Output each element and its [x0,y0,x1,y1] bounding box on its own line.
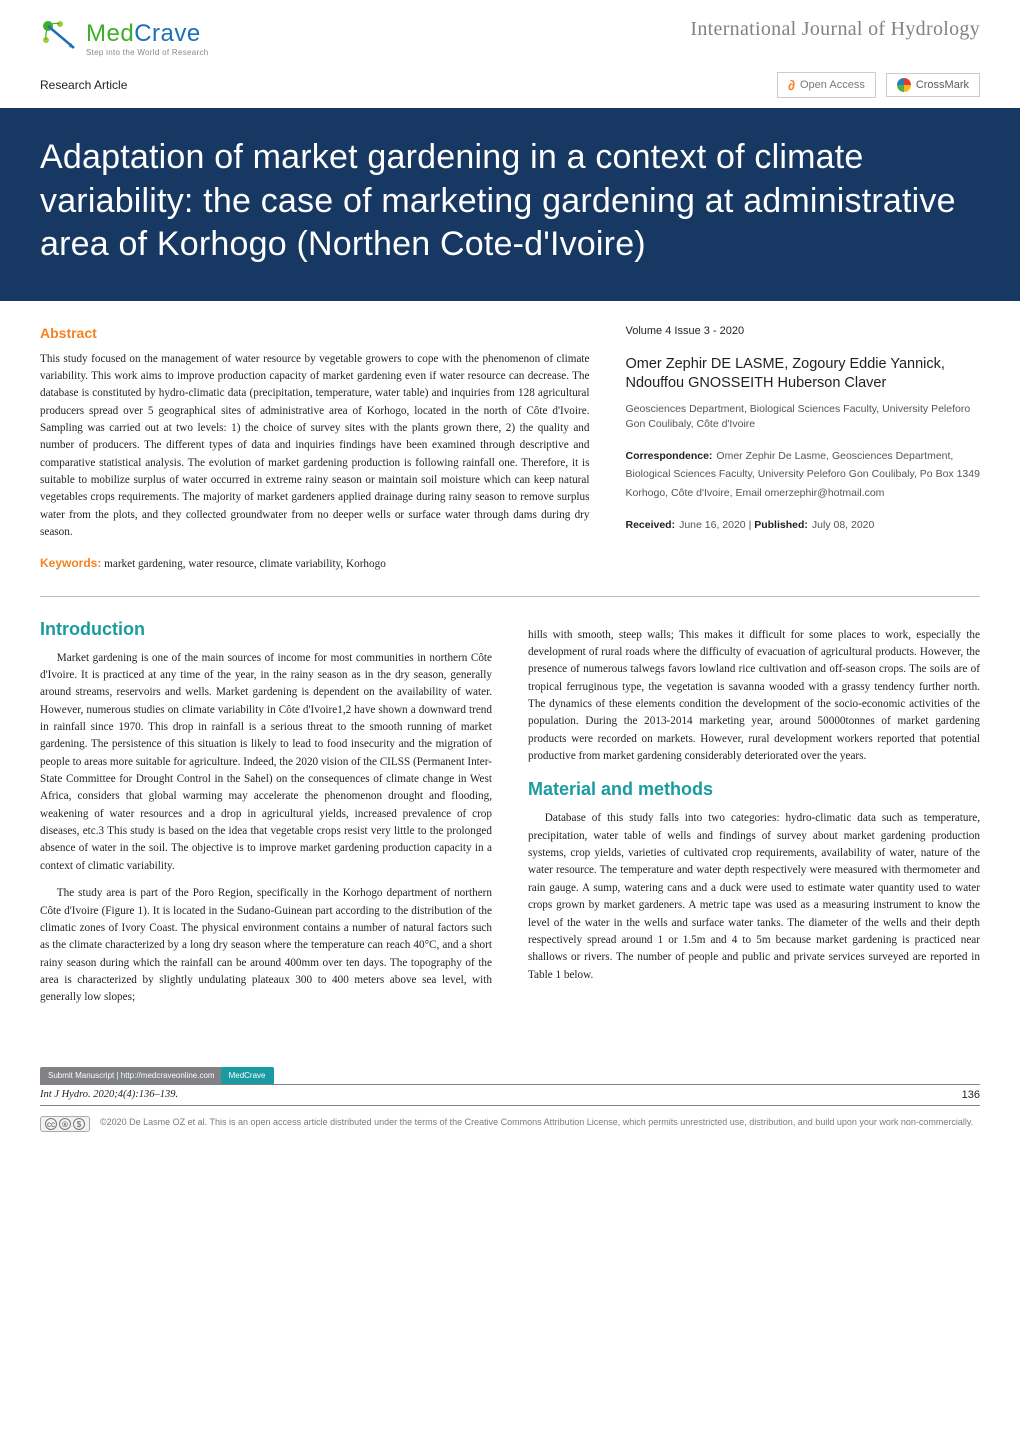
published-date: July 08, 2020 [812,519,874,531]
keywords-label: Keywords: [40,556,101,570]
introduction-heading: Introduction [40,619,492,640]
crossmark-icon [897,78,911,92]
intro-para-2: The study area is part of the Poro Regio… [40,885,492,1007]
crossmark-badge[interactable]: CrossMark [886,73,980,97]
correspondence-block: Correspondence: Omer Zephir De Lasme, Ge… [625,446,980,501]
license-row: cc 🅯 $ ©2020 De Lasme OZ et al. This is … [40,1116,980,1132]
nc-icon: $ [73,1118,85,1130]
published-label: Published: [754,519,808,531]
logo-icon [40,18,80,58]
subheader: Research Article ∂ Open Access CrossMark [0,66,1020,108]
crossmark-label: CrossMark [916,79,969,91]
authors: Omer Zephir DE LASME, Zogoury Eddie Yann… [625,355,980,394]
body-columns: Introduction Market gardening is one of … [0,597,1020,1027]
journal-name: International Journal of Hydrology [690,18,980,41]
body-column-right: hills with smooth, steep walls; This mak… [528,605,980,1017]
logo-wordmark: MedCrave [86,20,209,48]
dates-block: Received: June 16, 2020 | Published: Jul… [625,515,980,533]
methods-para: Database of this study falls into two ca… [528,810,980,984]
received-date: June 16, 2020 | [679,519,754,531]
correspondence-label: Correspondence: [625,450,712,462]
title-band: Adaptation of market gardening in a cont… [0,108,1020,301]
article-type: Research Article [40,78,127,92]
brand-tab: MedCrave [221,1067,274,1084]
abstract-column: Abstract This study focused on the manag… [40,325,589,570]
header-bar: MedCrave Step into the World of Research… [0,0,1020,66]
footer-tabs: Submit Manuscript | http://medcraveonlin… [40,1067,980,1084]
logo-rest: Crave [134,20,201,47]
abstract-text: This study focused on the management of … [40,351,589,542]
cc-icon: cc [45,1118,57,1130]
body-column-left: Introduction Market gardening is one of … [40,605,492,1017]
keywords-text: market gardening, water resource, climat… [104,558,386,570]
logo-accent: Med [86,20,134,47]
affiliation: Geosciences Department, Biological Scien… [625,402,980,432]
cc-badge: cc 🅯 $ [40,1116,90,1132]
abstract-metadata-row: Abstract This study focused on the manag… [0,301,1020,590]
metadata-column: Volume 4 Issue 3 - 2020 Omer Zephir DE L… [625,325,980,570]
abstract-heading: Abstract [40,325,589,341]
intro-para-3: hills with smooth, steep walls; This mak… [528,627,980,766]
footer: Submit Manuscript | http://medcraveonlin… [0,1067,1020,1148]
citation-row: Int J Hydro. 2020;4(4):136‒139. 136 [40,1084,980,1106]
open-access-label: Open Access [800,79,865,91]
received-label: Received: [625,519,675,531]
page-number: 136 [962,1089,980,1101]
volume-issue: Volume 4 Issue 3 - 2020 [625,325,980,337]
license-text: ©2020 De Lasme OZ et al. This is an open… [100,1116,973,1129]
badges: ∂ Open Access CrossMark [777,72,980,98]
open-access-icon: ∂ [788,77,795,93]
by-icon: 🅯 [59,1118,71,1130]
intro-para-1: Market gardening is one of the main sour… [40,650,492,876]
logo-tagline: Step into the World of Research [86,48,209,57]
open-access-badge[interactable]: ∂ Open Access [777,72,876,98]
submit-tab[interactable]: Submit Manuscript | http://medcraveonlin… [40,1067,223,1084]
publisher-logo: MedCrave Step into the World of Research [40,18,209,58]
methods-heading: Material and methods [528,779,980,800]
citation: Int J Hydro. 2020;4(4):136‒139. [40,1089,178,1100]
article-title: Adaptation of market gardening in a cont… [40,136,980,267]
keywords-line: Keywords: market gardening, water resour… [40,556,589,570]
